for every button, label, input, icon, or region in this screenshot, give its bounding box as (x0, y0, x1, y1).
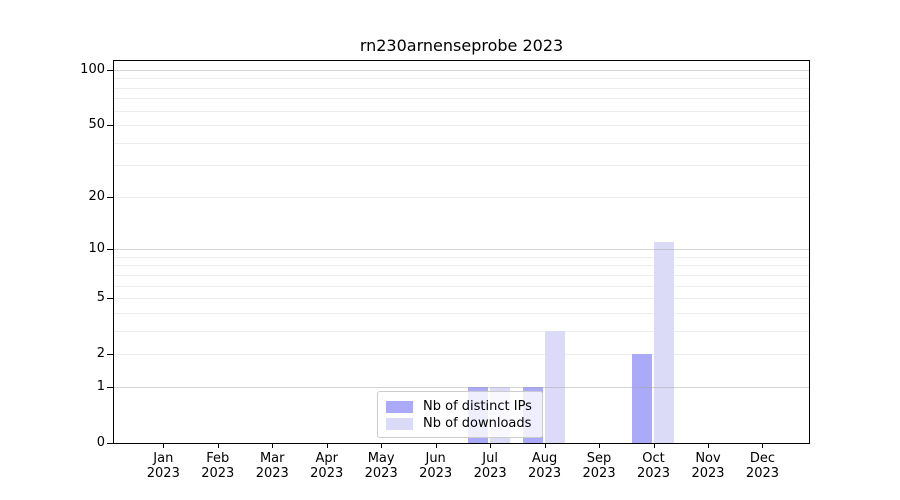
legend-item-downloads: Nb of downloads (386, 416, 534, 431)
x-tick-label-month: Oct (642, 451, 665, 466)
x-tick-mark (435, 444, 437, 448)
y-tick-mark (107, 354, 113, 356)
x-tick-label: Sep 2023 (571, 451, 627, 481)
y-tick-label: 0 (96, 435, 105, 450)
legend-label-distinct-ips: Nb of distinct IPs (423, 399, 532, 414)
bar-distinct-ips-oct (631, 354, 652, 443)
x-tick-label-month: May (367, 451, 395, 466)
legend-swatch-distinct-ips (386, 400, 413, 413)
x-tick-mark (217, 444, 219, 448)
gridline-minor (114, 354, 809, 356)
gridline-minor (114, 196, 809, 198)
gridline-minor (114, 87, 809, 89)
y-tick-label: 1 (96, 378, 105, 394)
x-tick-label: May 2023 (353, 451, 409, 481)
x-tick-mark (381, 444, 383, 448)
y-tick-mark (107, 298, 113, 300)
x-tick-label: Apr 2023 (299, 451, 355, 481)
x-tick-label-month: Feb (206, 451, 230, 466)
gridline-minor (114, 125, 809, 127)
gridline-major (114, 386, 809, 388)
x-tick-label-month: Nov (695, 451, 721, 466)
y-tick-label: 20 (88, 188, 105, 204)
x-tick-mark (599, 444, 601, 448)
gridline-minor (114, 285, 809, 287)
x-tick-label: Aug 2023 (517, 451, 573, 481)
x-tick-label-year: 2023 (582, 466, 616, 481)
gridline-minor (114, 265, 809, 267)
gridline-minor (114, 298, 809, 300)
x-tick-label-month: Apr (315, 451, 338, 466)
gridline-minor (114, 274, 809, 276)
y-tick-mark (107, 249, 113, 251)
x-tick-label-year: 2023 (146, 466, 180, 481)
x-tick-mark (163, 444, 165, 448)
x-tick-label-year: 2023 (528, 466, 562, 481)
x-tick-label: Jan 2023 (135, 451, 191, 481)
x-tick-mark (653, 444, 655, 448)
x-tick-label-year: 2023 (691, 466, 725, 481)
x-tick-label: Mar 2023 (244, 451, 300, 481)
gridline-major (114, 70, 809, 71)
x-tick-label: Oct 2023 (626, 451, 682, 481)
gridline-minor (114, 98, 809, 100)
x-tick-label-year: 2023 (364, 466, 398, 481)
y-tick-label: 10 (88, 241, 105, 257)
x-tick-mark (326, 444, 328, 448)
gridline-minor (114, 312, 809, 314)
x-tick-mark (762, 444, 764, 448)
x-tick-mark (272, 444, 274, 448)
x-tick-label-year: 2023 (636, 466, 671, 481)
gridline-minor (114, 110, 809, 112)
gridline-minor (114, 78, 809, 80)
x-tick-mark (708, 444, 709, 448)
x-tick-label-year: 2023 (745, 466, 780, 481)
x-tick-label-month: Aug (531, 451, 558, 466)
x-tick-label: Jul 2023 (462, 451, 518, 481)
legend-label-downloads: Nb of downloads (423, 416, 532, 431)
gridline-minor (114, 142, 809, 144)
y-tick-mark (107, 386, 113, 388)
legend: Nb of distinct IPs Nb of downloads (377, 391, 543, 438)
x-tick-label-month: Jan (153, 451, 174, 466)
x-tick-label-year: 2023 (473, 466, 507, 481)
y-tick-label: 100 (80, 62, 105, 77)
y-tick-label: 5 (96, 290, 105, 306)
x-tick-label: Feb 2023 (190, 451, 246, 481)
x-tick-label: Jun 2023 (408, 451, 464, 481)
gridline-minor (114, 256, 809, 258)
y-tick-mark (107, 125, 113, 127)
x-tick-label-year: 2023 (201, 466, 235, 481)
x-tick-label-month: Jun (425, 451, 446, 466)
legend-item-distinct-ips: Nb of distinct IPs (386, 399, 534, 414)
legend-swatch-downloads (386, 417, 413, 430)
plot-area: 0 1 2 5 10 20 50 100 Jan 2023 Feb 2023 Mar 2023 Apr 20… (80, 60, 810, 481)
x-tick-mark (490, 444, 492, 448)
y-tick-mark (107, 70, 113, 71)
x-tick-label-month: Mar (259, 451, 285, 466)
x-tick-label-month: Sep (586, 451, 612, 466)
x-tick-label-year: 2023 (419, 466, 453, 481)
x-tick-mark (544, 444, 546, 448)
gridline-minor (114, 330, 809, 332)
gridline-major (114, 249, 809, 251)
bar-downloads-aug (544, 330, 565, 443)
x-tick-label: Nov 2023 (680, 451, 736, 481)
y-tick-mark (107, 443, 113, 444)
x-tick-label-year: 2023 (310, 466, 344, 481)
y-tick-mark (107, 196, 113, 198)
x-tick-label-month: Dec (749, 451, 776, 466)
x-tick-label-month: Jul (482, 451, 498, 466)
bar-downloads-oct (653, 242, 674, 443)
gridline-minor (114, 165, 809, 167)
x-tick-label: Dec 2023 (734, 451, 790, 481)
y-tick-label: 2 (96, 346, 105, 362)
x-tick-label-year: 2023 (255, 466, 289, 481)
y-tick-label: 50 (88, 117, 105, 133)
chart-title: rn230arnenseprobe 2023 (359, 36, 564, 55)
